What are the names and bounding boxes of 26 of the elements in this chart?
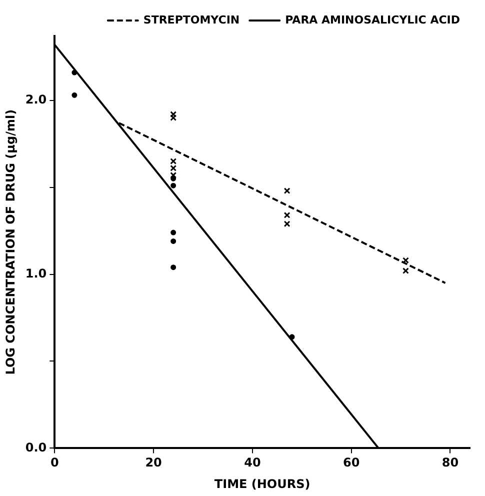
point [284, 188, 290, 194]
point [284, 212, 290, 218]
y-tick-label: 1.0 [25, 266, 47, 280]
point [402, 268, 409, 274]
point [170, 264, 176, 270]
y-tick-label: 0.0 [25, 440, 47, 454]
x-tick-label: 40 [244, 456, 261, 470]
legend-label: PARA AMINOSALICYLIC ACID [285, 13, 460, 26]
point [170, 238, 176, 244]
point [170, 111, 177, 118]
y-axis-title: LOG CONCENTRATION OF DRUG (μg/ml) [3, 109, 18, 375]
point [170, 114, 177, 121]
x-tick-label: 20 [145, 456, 162, 470]
x-tick-label: 80 [442, 456, 459, 470]
point [289, 334, 295, 340]
point [72, 70, 78, 76]
point [170, 182, 176, 188]
x-axis-title: TIME (HOURS) [214, 476, 310, 491]
x-tick-label: 60 [342, 456, 360, 470]
point [170, 230, 176, 236]
point [72, 92, 78, 98]
x-tick-label: 0 [50, 456, 59, 470]
y-tick-label: 2.0 [25, 92, 47, 106]
legend-label: STREPTOMYCIN [143, 13, 240, 26]
point [402, 257, 409, 264]
point [284, 220, 290, 228]
